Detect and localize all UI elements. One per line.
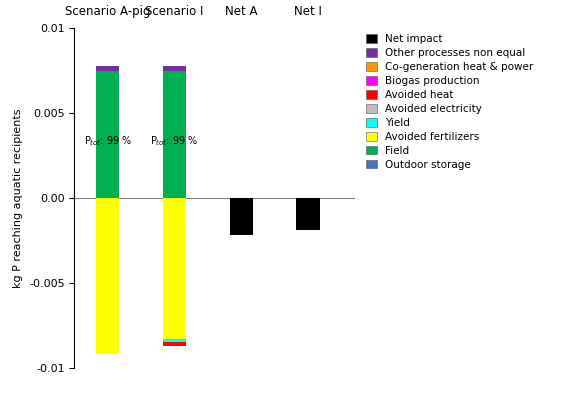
- Bar: [96, 198, 120, 354]
- Bar: [96, 66, 120, 70]
- Bar: [163, 339, 186, 342]
- Bar: [163, 66, 186, 70]
- Bar: [96, 70, 120, 198]
- Bar: [163, 198, 186, 339]
- Bar: [163, 70, 186, 198]
- Y-axis label: kg P reaching aquatic recipients: kg P reaching aquatic recipients: [14, 108, 23, 288]
- Text: P$_{tot}$: 99 %: P$_{tot}$: 99 %: [150, 134, 198, 148]
- Legend: Net impact, Other processes non equal, Co-generation heat & power, Biogas produc: Net impact, Other processes non equal, C…: [366, 33, 535, 171]
- Bar: [229, 198, 253, 235]
- Bar: [163, 342, 186, 346]
- Text: P$_{tot}$: 99 %: P$_{tot}$: 99 %: [84, 134, 132, 148]
- Bar: [296, 198, 320, 230]
